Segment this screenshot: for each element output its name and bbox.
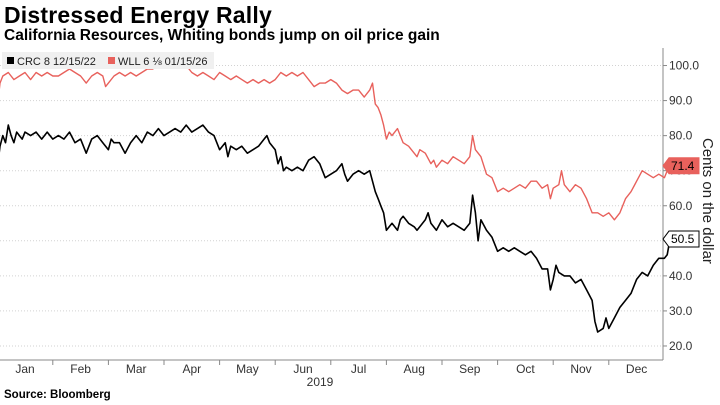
series-lines	[0, 61, 671, 333]
y-tick-label: 60.0	[669, 199, 693, 213]
x-tick-label: Aug	[404, 362, 425, 376]
x-tick-label: Dec	[626, 362, 647, 376]
legend-label-crc: CRC 8 12/15/22	[17, 56, 96, 68]
end-tag-label-wll: 71.4	[671, 159, 695, 173]
x-tick-label: Apr	[182, 362, 201, 376]
series-line-wll	[0, 61, 671, 221]
x-axis-year-label: 2019	[307, 375, 334, 389]
x-tick-label: Jul	[351, 362, 366, 376]
x-axis-ticks: Jan Feb Mar Apr May Jun Jul Aug Sep Oct Nov Dec	[15, 360, 647, 376]
end-value-tags: 50.5 71.4	[662, 157, 700, 248]
series-line-crc	[0, 124, 671, 333]
chart-title: Distressed Energy Rally	[4, 2, 272, 28]
y-tick-label: 80.0	[669, 129, 693, 143]
legend-swatch-crc	[7, 57, 14, 64]
x-tick-label: Nov	[570, 362, 591, 376]
x-tick-label: Mar	[126, 362, 147, 376]
legend: CRC 8 12/15/22 WLL 6 ⅛ 01/15/26	[2, 52, 214, 69]
end-tag-crc	[662, 230, 700, 248]
end-tag-wll	[662, 157, 700, 175]
y-tick-label: 40.0	[669, 269, 693, 283]
y-tick-label: 20.0	[669, 339, 693, 353]
x-tick-label: Sep	[459, 362, 481, 376]
x-tick-label: Oct	[516, 362, 535, 376]
legend-label-wll: WLL 6 ⅛ 01/15/26	[118, 56, 208, 68]
y-tick-label: 30.0	[669, 304, 693, 318]
y-axis-label: Cents on the dollar	[699, 138, 716, 264]
y-tick-label: 90.0	[669, 94, 693, 108]
gridlines	[0, 65, 663, 347]
end-tag-label-crc: 50.5	[671, 232, 695, 246]
y-tick-label: 100.0	[669, 59, 699, 73]
x-tick-label: Feb	[70, 362, 91, 376]
source-note: Source: Bloomberg	[4, 389, 111, 401]
chart-subtitle: California Resources, Whiting bonds jump…	[4, 27, 440, 44]
x-tick-label: Jun	[293, 362, 312, 376]
x-tick-label: Jan	[15, 362, 34, 376]
x-tick-label: May	[236, 362, 259, 376]
legend-swatch-wll	[108, 57, 115, 64]
